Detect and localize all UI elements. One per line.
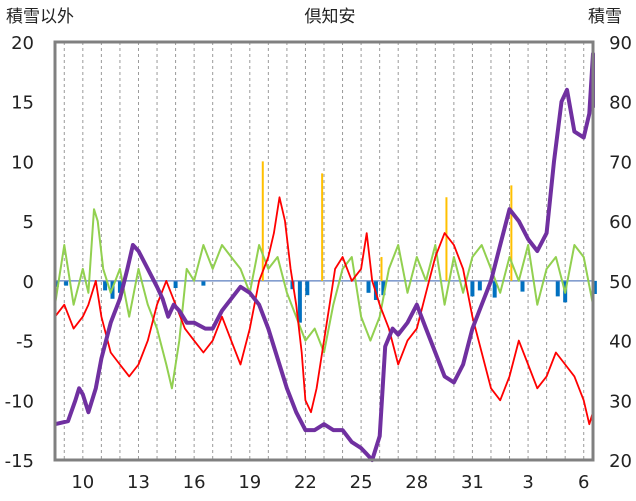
sunshine-bar [201, 280, 206, 286]
x-tick-label: 16 [183, 472, 206, 493]
sunshine-bar [305, 280, 310, 296]
temperature-line [54, 196, 594, 426]
left-y-tick-label: 20 [11, 33, 34, 54]
sunshine-bar [103, 280, 108, 291]
sunshine-bar [381, 280, 386, 296]
left-y-tick-label: 15 [11, 93, 34, 114]
temp-anomaly-line [54, 172, 594, 390]
left-axis-title: 積雪以外 [6, 7, 74, 27]
left-y-tick-label: 5 [23, 212, 34, 233]
sunshine-bar [297, 280, 302, 323]
x-tick-label: 25 [350, 472, 373, 493]
right-y-tick-label: 70 [609, 152, 632, 173]
sunshine-bar [477, 280, 482, 291]
left-y-tick-label: 10 [11, 152, 34, 173]
right-y-tick-label: 40 [609, 332, 632, 353]
x-tick-label: 6 [578, 472, 589, 493]
x-gridlines [63, 42, 585, 460]
sunshine-bar [117, 280, 122, 293]
right-y-tick-label: 30 [609, 391, 632, 412]
right-axis-title: 積雪 [588, 7, 622, 27]
right-y-tick-label: 20 [609, 451, 632, 472]
sunshine-bar [555, 280, 560, 297]
left-y-tick-labels: -15 -10 -5 0 5 10 15 20 [5, 33, 34, 472]
left-y-tick-label: -5 [16, 332, 34, 353]
right-y-tick-label: 60 [609, 212, 632, 233]
left-y-tick-label: -15 [5, 451, 34, 472]
right-y-tick-label: 90 [609, 33, 632, 54]
x-tick-label: 19 [238, 472, 261, 493]
sunshine-bar [492, 280, 497, 298]
x-tick-label: 31 [461, 472, 484, 493]
left-y-tick-label: 0 [23, 272, 34, 293]
sunshine-bar [366, 280, 371, 293]
x-tick-labels: 10 13 16 19 22 25 28 31 3 6 [71, 472, 589, 493]
right-y-tick-labels: 20 30 40 50 60 70 80 90 [609, 33, 632, 472]
sunshine-bar [64, 280, 69, 286]
x-tick-label: 13 [127, 472, 150, 493]
right-y-tick-label: 50 [609, 272, 632, 293]
right-y-tick-label: 80 [609, 93, 632, 114]
sunshine-bar [54, 280, 59, 287]
x-tick-label: 10 [71, 472, 94, 493]
sunshine-bar [520, 280, 525, 292]
plot-frame [53, 40, 595, 462]
x-tick-label: 3 [522, 472, 533, 493]
sunshine-bar [470, 280, 475, 297]
sunshine-bars [54, 280, 597, 323]
left-y-tick-label: -10 [5, 391, 34, 412]
chart-title: 倶知安 [305, 7, 356, 27]
sunshine-bar [173, 280, 178, 289]
sunshine-bar [592, 280, 597, 294]
series-lines [54, 51, 595, 462]
x-tick-label: 28 [405, 472, 428, 493]
snow-depth-line [54, 51, 595, 462]
x-tick-label: 22 [294, 472, 317, 493]
